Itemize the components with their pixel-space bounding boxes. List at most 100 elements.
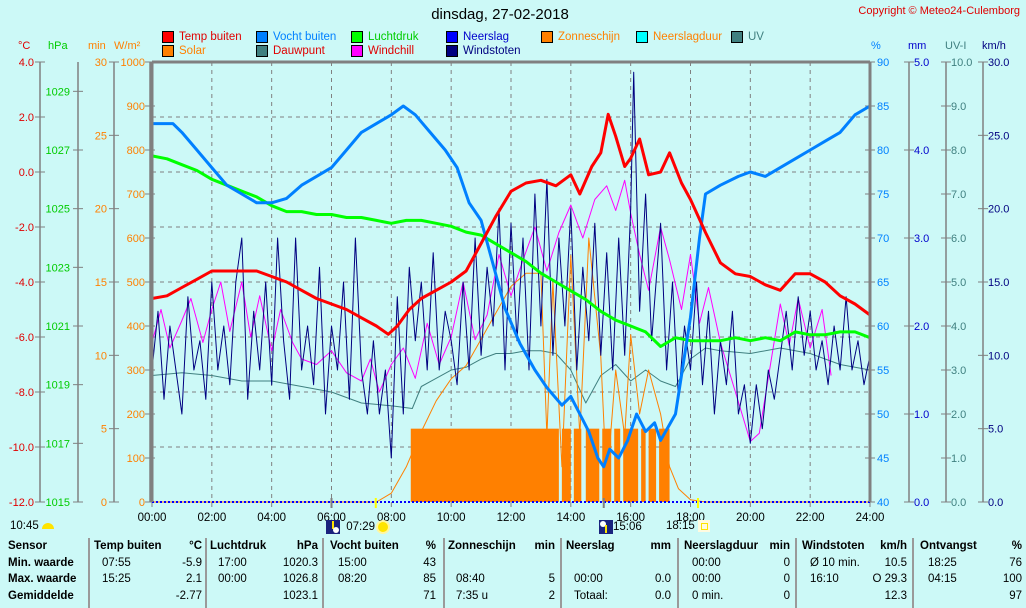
stats-row: 15:00 43 xyxy=(330,555,436,572)
daylight-duration: 10:45 xyxy=(10,520,54,532)
legend-swatch xyxy=(256,31,268,43)
stats-unit: °C xyxy=(189,540,202,552)
stats-time: 00:00 xyxy=(692,556,721,569)
temp-tick-label: 2.0 xyxy=(19,112,34,124)
table-column-separator xyxy=(205,538,207,608)
stats-header-row: Temp buiten °C xyxy=(94,538,202,555)
stats-column-windstoten: Windstoten km/h Ø 10 min. 10.5 16:10 O 29.3 12… xyxy=(802,538,907,608)
stats-header: Windstoten xyxy=(802,540,865,552)
series-temp-buiten xyxy=(151,112,871,336)
stats-value: 2.1 xyxy=(186,573,202,585)
stats-row: 7:35 u 2 xyxy=(448,588,555,605)
uv-tick-label: 2.0 xyxy=(951,409,966,421)
stats-time: 04:15 xyxy=(928,573,957,585)
sunshine-bar xyxy=(614,428,621,502)
stats-time: 15:00 xyxy=(338,556,367,569)
stats-value: 5 xyxy=(548,573,555,585)
humidity-tick-label: 85 xyxy=(877,101,889,113)
stats-time: 08:20 xyxy=(338,573,367,585)
legend-luchtdruk: Luchtdruk xyxy=(351,31,419,43)
moon-icon xyxy=(333,527,339,533)
uv-tick-label: 10.0 xyxy=(951,57,972,69)
sunshine-bar xyxy=(410,428,559,502)
solar-tick-label: 800 xyxy=(127,145,145,157)
stats-time: Gemiddelde xyxy=(8,589,74,602)
stats-row: 07:55 -5.9 xyxy=(94,555,202,572)
uv-tick-label: 8.0 xyxy=(951,145,966,157)
humidity-tick-label: 40 xyxy=(877,497,889,509)
stats-column-sensor: Sensor Min. waarde Max. waarde Gemiddelde xyxy=(8,538,88,608)
stats-value: 76 xyxy=(1009,556,1022,569)
time-tick-label: 00:00 xyxy=(138,512,167,524)
legend-label: Windstoten xyxy=(463,45,521,57)
time-tick-label: 24:00 xyxy=(856,512,885,524)
stats-unit: % xyxy=(425,540,436,552)
time-tick-label: 22:00 xyxy=(796,512,825,524)
humidity-tick-label: 90 xyxy=(877,57,889,69)
solar-tick-label: 0 xyxy=(139,497,145,509)
stats-value: 1023.1 xyxy=(282,589,318,602)
series-dauwpunt xyxy=(151,347,871,409)
humidity-tick-label: 75 xyxy=(877,189,889,201)
table-column-separator xyxy=(88,538,90,608)
axes: 4.0 2.0 0.0 -2.0 -4.0 -6.0 -8.0 -10.0 -12.0 1029 1… xyxy=(9,57,1010,524)
stats-value: 100 xyxy=(1002,573,1022,585)
daylight-value: 10:45 xyxy=(10,520,39,532)
temp-tick-label: -12.0 xyxy=(9,497,34,509)
time-tick-label: 18:00 xyxy=(676,512,705,524)
stats-header-row: Neerslagduur min xyxy=(684,538,790,555)
moonrise-time: 15:06 xyxy=(613,521,642,534)
stats-header-row: Ontvangst% xyxy=(920,538,1022,555)
time-tick-label: 10:00 xyxy=(437,512,466,524)
legend-label: Windchill xyxy=(368,45,415,57)
stats-value: 0 xyxy=(783,573,790,585)
solar-tick-label: 700 xyxy=(127,189,145,201)
stats-row xyxy=(566,555,671,572)
stats-row: 18:25 76 xyxy=(920,555,1022,572)
sunshine-tick-label: 5 xyxy=(101,424,107,436)
series-windstoten xyxy=(151,71,871,459)
table-column-separator xyxy=(912,538,914,608)
stats-row: 16:10 O 29.3 xyxy=(802,571,907,588)
stats-row: -2.77 xyxy=(94,588,202,605)
table-column-separator xyxy=(677,538,679,608)
half-sun-icon xyxy=(41,522,54,529)
moon-icon xyxy=(600,521,606,527)
solar-tick-label: 1000 xyxy=(121,57,145,69)
stats-value: 0 xyxy=(783,556,790,569)
humidity-tick-label: 45 xyxy=(877,453,889,465)
stats-table: Sensor Min. waarde Max. waarde Gemiddelde Te… xyxy=(0,538,1026,608)
stats-row: 0 min. 0 xyxy=(684,588,790,605)
table-column-separator xyxy=(443,538,445,608)
legend-swatch xyxy=(351,31,363,43)
sunshine-bar xyxy=(623,428,639,502)
legend-windchill: Windchill xyxy=(351,45,414,57)
stats-time: 00:00 xyxy=(218,573,247,585)
stats-value: O 29.3 xyxy=(872,573,907,585)
sunrise-time: 07:29 xyxy=(346,521,375,534)
sunshine-tick-label: 0 xyxy=(101,497,107,509)
rain-tick-label: 4.0 xyxy=(914,145,929,157)
legend-label: Luchtdruk xyxy=(368,31,419,43)
stats-header: Luchtdruk xyxy=(210,540,267,552)
stats-column-vocht-buiten: Vocht buiten% 15:00 43 08:20 85 71 xyxy=(330,538,436,608)
wind-tick-label: 30.0 xyxy=(988,57,1009,69)
table-column-separator xyxy=(560,538,562,608)
uv-tick-label: 6.0 xyxy=(951,233,966,245)
stats-time: 16:10 xyxy=(810,573,839,585)
stats-header: Neerslagduur xyxy=(684,540,759,552)
arrow-down-icon xyxy=(332,521,334,529)
stats-value: 1026.8 xyxy=(282,573,318,585)
time-tick-label: 02:00 xyxy=(197,512,226,524)
stats-header-row: Luchtdruk hPa xyxy=(210,538,318,555)
legend-windstoten: Windstoten xyxy=(446,45,521,57)
legend-swatch xyxy=(636,31,648,43)
stats-header: Ontvangst xyxy=(920,540,977,552)
stats-row: 97 xyxy=(920,588,1022,605)
unit-humidity: % xyxy=(871,40,881,52)
sunshine-bar xyxy=(561,428,571,502)
stats-header: Vocht buiten xyxy=(330,540,399,552)
pressure-tick-label: 1017 xyxy=(46,438,70,450)
sunshine-bar xyxy=(602,428,612,502)
uv-tick-label: 5.0 xyxy=(951,277,966,289)
